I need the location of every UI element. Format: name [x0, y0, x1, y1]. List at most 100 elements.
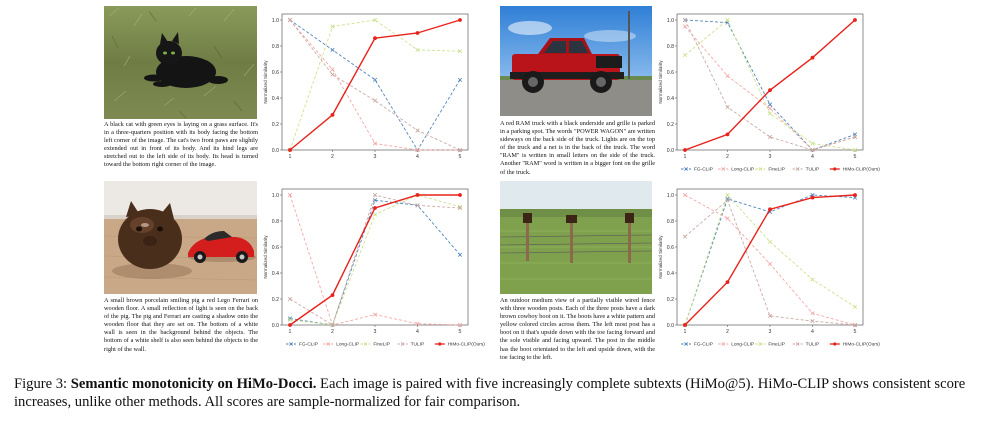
y-tick-label: 0.6 [272, 245, 279, 251]
y-tick-label: 0.0 [667, 323, 674, 329]
data-point-tulip [287, 296, 293, 302]
legend-label: HiMo-CLIP(Ours) [448, 342, 485, 348]
x-tick-label: 3 [374, 329, 377, 335]
chart-panel-3: 0.0 0.2 0.4 0.6 0.8 1.0 1 2 3 4 5 Normalized Simila… [262, 179, 485, 348]
data-point-tulip [457, 205, 463, 211]
data-point-finelip [457, 49, 463, 54]
data-point-himo-clip-ours [330, 293, 335, 297]
data-point-finelip [415, 47, 420, 52]
series-line-tulip [289, 19, 461, 151]
series-line-finelip [289, 19, 461, 151]
y-tick-label: 0.2 [272, 122, 279, 128]
x-tick-label: 1 [684, 154, 687, 160]
data-point-tulip [767, 313, 773, 318]
data-point-himo-clip-ours [415, 31, 420, 35]
data-point-tulip [767, 134, 773, 140]
data-point-tulip [330, 72, 335, 77]
legend-label: FineLIP [373, 342, 390, 348]
y-tick-label: 1.0 [667, 18, 674, 24]
x-tick-label: 4 [416, 154, 419, 160]
legend-label: Long-CLIP [336, 342, 359, 348]
legend-label: TULIP [806, 342, 820, 348]
data-point-finelip [372, 17, 378, 23]
legend-label: FineLIP [768, 167, 785, 173]
data-point-tulip [287, 17, 293, 23]
data-point-himo-clip-ours [373, 206, 377, 210]
data-point-finelip [330, 24, 335, 29]
y-tick-label: 0.6 [667, 245, 674, 251]
data-point-finelip [767, 111, 773, 116]
data-point-long-clip [682, 192, 688, 198]
x-tick-label: 5 [854, 329, 857, 335]
data-point-long-clip [372, 312, 378, 317]
data-point-finelip [682, 53, 688, 58]
line-chart: 0.0 0.2 0.4 0.6 0.8 1.0 1 2 3 4 5 Normalized Simila… [658, 13, 880, 173]
legend-item-long-clip: Long-CLIP [718, 167, 754, 173]
legend-item-fg-clip: FG-CLIP [286, 342, 318, 348]
series-line-finelip [684, 194, 856, 326]
x-tick-label: 3 [374, 154, 377, 160]
data-point-tulip [725, 198, 730, 203]
data-point-long-clip [725, 73, 730, 78]
plot-frame [676, 13, 864, 151]
legend-label: Long-CLIP [731, 342, 754, 348]
x-tick-label: 5 [459, 154, 462, 160]
data-point-long-clip [682, 24, 688, 29]
y-tick-label: 0.8 [272, 219, 279, 225]
data-point-finelip [767, 239, 773, 244]
photo-black-cat [104, 6, 257, 119]
y-tick-label: 0.8 [272, 44, 279, 50]
series-line-tulip [684, 19, 856, 151]
data-point-himo-clip-ours [373, 36, 377, 41]
data-point-tulip [372, 192, 378, 198]
data-point-himo-clip-ours [415, 193, 420, 197]
data-point-fg-clip [457, 77, 463, 82]
legend-item-tulip: TULIP [397, 342, 425, 348]
data-point-tulip [725, 105, 730, 110]
x-tick-label: 1 [684, 329, 687, 335]
caption-black-cat: A black cat with green eyes is laying on… [104, 121, 258, 169]
data-point-himo-clip-ours [725, 280, 730, 284]
y-tick-label: 1.0 [272, 18, 279, 24]
legend-item-himo-clip-ours: HiMo-CLIP(Ours) [829, 167, 880, 173]
x-tick-label: 2 [726, 329, 729, 335]
caption-wire-fence: An outdoor medium view of a partially vi… [500, 297, 655, 361]
data-point-tulip [682, 17, 688, 23]
series-line-himo-clip-ours [684, 19, 856, 151]
legend-item-finelip: FineLIP [360, 342, 390, 348]
line-chart: 0.0 0.2 0.4 0.6 0.8 1.0 1 2 3 4 5 Normalized Simila… [263, 188, 485, 348]
y-tick-label: 0.4 [667, 271, 674, 277]
y-axis-label: Normalized Similarity [263, 235, 268, 279]
legend-item-himo-clip-ours: HiMo-CLIP(Ours) [829, 342, 880, 348]
data-point-himo-clip-ours [810, 195, 815, 200]
x-tick-label: 2 [331, 329, 334, 335]
x-tick-label: 4 [811, 329, 814, 335]
data-point-fg-clip [372, 77, 378, 82]
data-point-himo-clip-ours [458, 193, 462, 197]
y-tick-label: 0.2 [667, 297, 674, 303]
y-tick-label: 1.0 [667, 193, 674, 199]
y-tick-label: 0.8 [667, 44, 674, 50]
y-tick-label: 0.0 [667, 148, 674, 154]
data-point-himo-clip-ours [683, 148, 687, 152]
figure-label: Figure 3: [14, 376, 68, 392]
data-point-tulip [457, 147, 463, 153]
data-point-finelip [725, 192, 730, 198]
figure-caption-text: Each image is paired with five increasin… [14, 376, 966, 410]
legend-label: FG-CLIP [694, 342, 713, 348]
chart-panel-4: 0.0 0.2 0.4 0.6 0.8 1.0 1 2 3 4 5 Normalized Simila… [657, 179, 880, 348]
data-point-long-clip [725, 216, 730, 221]
legend-item-himo-clip-ours: HiMo-CLIP(Ours) [434, 342, 485, 348]
data-point-himo-clip-ours [288, 323, 292, 327]
data-point-himo-clip-ours [288, 148, 292, 152]
series-line-finelip [684, 19, 856, 151]
x-tick-label: 3 [769, 329, 772, 335]
y-axis-label: Normalized Similarity [658, 235, 663, 279]
legend-label: TULIP [411, 342, 425, 348]
data-point-finelip [852, 147, 858, 153]
series-line-fg-clip [684, 194, 856, 326]
caption-porcelain-pig: A small brown porcelain smiling pig a re… [104, 297, 258, 353]
y-tick-label: 0.4 [272, 271, 279, 277]
legend-item-long-clip: Long-CLIP [323, 342, 359, 348]
legend-item-tulip: TULIP [792, 342, 820, 348]
